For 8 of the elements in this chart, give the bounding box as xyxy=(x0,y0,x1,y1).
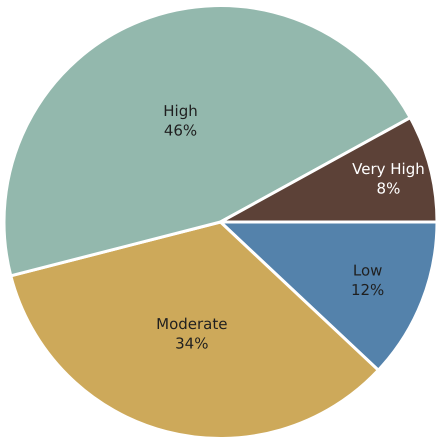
slice-label: High xyxy=(163,102,198,120)
slice-label: Very High xyxy=(352,160,425,178)
slice-label: Moderate xyxy=(156,315,228,334)
data-label: 12% xyxy=(350,281,384,300)
data-label: 8% xyxy=(376,180,400,198)
data-label: 46% xyxy=(164,122,198,140)
data-label: 34% xyxy=(175,334,208,353)
slice-label: Low xyxy=(352,262,382,280)
